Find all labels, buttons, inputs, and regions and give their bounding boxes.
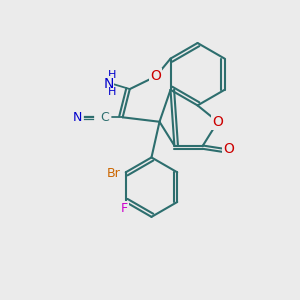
Text: H: H (108, 87, 116, 97)
Text: O: O (223, 142, 234, 155)
Text: N: N (103, 77, 114, 91)
Text: Br: Br (106, 167, 120, 180)
Text: H: H (108, 70, 116, 80)
Text: N: N (73, 111, 82, 124)
Text: O: O (212, 115, 223, 129)
Text: O: O (151, 69, 161, 83)
Text: C: C (100, 111, 109, 124)
Text: F: F (121, 202, 128, 215)
